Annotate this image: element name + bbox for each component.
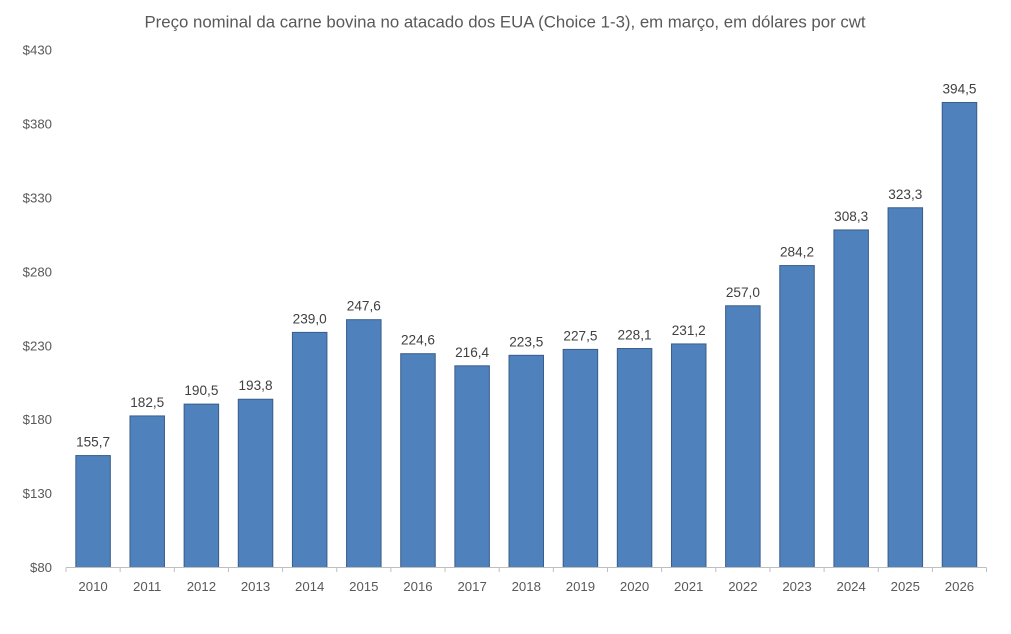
svg-text:223,5: 223,5 (509, 334, 543, 349)
svg-text:2010: 2010 (78, 579, 107, 594)
svg-text:394,5: 394,5 (942, 81, 976, 96)
svg-text:2023: 2023 (782, 579, 811, 594)
svg-text:2021: 2021 (674, 579, 703, 594)
svg-text:155,7: 155,7 (76, 435, 110, 450)
svg-text:193,8: 193,8 (239, 378, 273, 393)
svg-text:228,1: 228,1 (618, 328, 652, 343)
svg-text:$430: $430 (23, 43, 52, 58)
svg-text:2016: 2016 (403, 579, 432, 594)
svg-text:$130: $130 (23, 486, 52, 501)
svg-text:2020: 2020 (620, 579, 649, 594)
svg-text:2012: 2012 (187, 579, 216, 594)
svg-text:2013: 2013 (241, 579, 270, 594)
svg-text:257,0: 257,0 (726, 285, 760, 300)
svg-text:2014: 2014 (295, 579, 324, 594)
svg-text:224,6: 224,6 (401, 333, 435, 348)
svg-text:Preço nominal da carne bovina: Preço nominal da carne bovina no atacado… (144, 12, 865, 31)
svg-text:190,5: 190,5 (184, 383, 218, 398)
svg-text:2025: 2025 (891, 579, 920, 594)
svg-text:239,0: 239,0 (293, 311, 327, 326)
svg-text:2018: 2018 (512, 579, 541, 594)
svg-text:182,5: 182,5 (130, 395, 164, 410)
svg-text:308,3: 308,3 (834, 209, 868, 224)
svg-text:$330: $330 (23, 190, 52, 205)
svg-text:2011: 2011 (133, 579, 161, 594)
svg-text:$230: $230 (23, 338, 52, 353)
svg-text:2022: 2022 (728, 579, 757, 594)
svg-text:216,4: 216,4 (455, 345, 489, 360)
svg-text:$380: $380 (23, 117, 52, 132)
svg-text:323,3: 323,3 (888, 187, 922, 202)
svg-text:247,6: 247,6 (347, 299, 381, 314)
svg-text:2015: 2015 (349, 579, 378, 594)
svg-text:2024: 2024 (836, 579, 865, 594)
svg-text:$80: $80 (30, 560, 52, 575)
svg-text:284,2: 284,2 (780, 245, 814, 260)
svg-text:2026: 2026 (945, 579, 974, 594)
svg-text:231,2: 231,2 (672, 323, 706, 338)
svg-text:227,5: 227,5 (563, 328, 597, 343)
svg-text:$280: $280 (23, 264, 52, 279)
svg-text:2017: 2017 (457, 579, 486, 594)
svg-text:2019: 2019 (566, 579, 595, 594)
svg-text:$180: $180 (23, 412, 52, 427)
